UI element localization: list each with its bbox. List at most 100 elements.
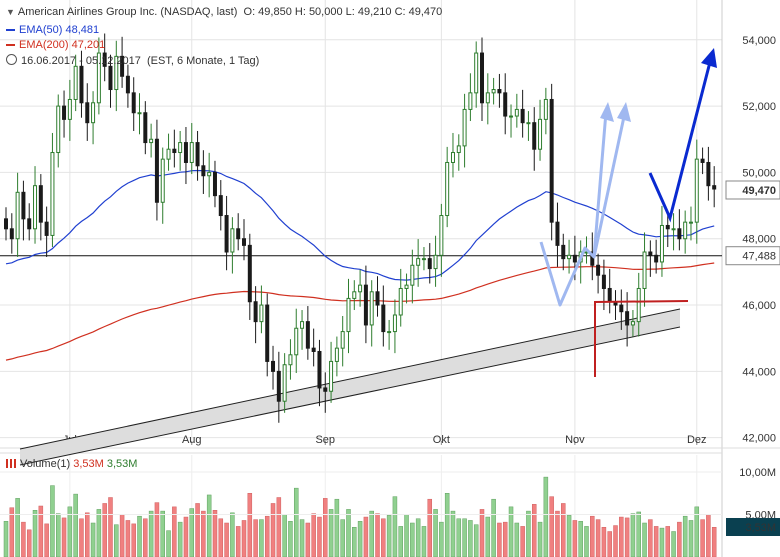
arrow-down-icon: ▼ — [6, 7, 15, 17]
candle-body — [73, 65, 78, 100]
candle-body — [242, 238, 246, 246]
candle-body — [694, 158, 699, 223]
y-tick-label: 42,000 — [742, 433, 776, 445]
candle-body — [572, 254, 577, 263]
candle-body — [195, 142, 200, 167]
volume-bar — [282, 514, 287, 557]
candle-body — [398, 287, 403, 316]
candle-body — [509, 115, 514, 118]
volume-bar — [526, 510, 531, 557]
candle-body — [38, 185, 43, 223]
volume-last-badge — [726, 517, 780, 536]
volume-bar — [61, 517, 67, 557]
volume-bar — [415, 518, 421, 557]
arrow-head-light — [600, 102, 614, 122]
ema200-swatch — [6, 44, 15, 47]
volume-bar — [38, 505, 44, 557]
volume-bar — [119, 514, 125, 557]
candle-body — [485, 92, 490, 104]
candle-body — [85, 102, 90, 124]
candle-body — [520, 108, 525, 124]
volume-bar — [114, 524, 119, 557]
candle-body — [56, 105, 61, 154]
candle-body — [265, 304, 270, 362]
volume-bar — [241, 520, 247, 557]
candle-body — [543, 98, 548, 120]
ohlc-values: O: 49,850 H: 50,000 L: 49,210 C: 49,470 — [243, 6, 443, 18]
candle-body — [305, 321, 310, 349]
candle-body — [625, 311, 630, 326]
candle-body — [410, 264, 415, 286]
range-info: (EST, 6 Monate, 1 Tag) — [147, 55, 260, 67]
candle-body — [392, 314, 397, 333]
candle-body — [555, 221, 560, 246]
volume-value-green: 3,53M — [106, 458, 138, 470]
volume-bar — [323, 498, 328, 557]
candle-body — [352, 291, 357, 299]
volume-bar — [706, 514, 711, 557]
candle-body — [387, 331, 392, 334]
volume-legend: Volume(1) 3,53M 3,53M — [6, 458, 137, 470]
volume-bar — [26, 529, 32, 557]
level-price-label: 47,488 — [742, 251, 776, 263]
volume-bar — [270, 503, 276, 557]
volume-bar — [305, 522, 311, 557]
volume-tick-label: 10,00M — [739, 467, 776, 479]
candle-body — [648, 251, 653, 256]
trend-channel-lower — [19, 326, 681, 466]
ema200-label: EMA(200) — [19, 39, 69, 51]
volume-bar — [224, 522, 229, 557]
candle-body — [683, 221, 688, 240]
candle-body — [329, 360, 334, 392]
volume-bar — [177, 521, 183, 557]
volume-bar — [346, 509, 351, 557]
candle-body — [462, 108, 467, 147]
candle-body — [340, 331, 345, 349]
volume-bar — [299, 519, 305, 557]
volume-bar — [21, 521, 26, 557]
candle-body — [427, 258, 432, 270]
volume-bar — [172, 506, 177, 557]
y-tick-label: 46,000 — [742, 300, 776, 312]
candle-body — [671, 228, 676, 231]
candle-body — [404, 284, 409, 289]
candle-body — [259, 304, 264, 323]
volume-bar — [572, 520, 578, 557]
candle-body — [677, 228, 682, 240]
volume-bar — [462, 518, 467, 557]
volume-bar — [44, 523, 49, 557]
candle-body — [62, 105, 67, 120]
last-price-badge — [725, 180, 780, 200]
candle-body — [201, 165, 206, 177]
candle-body — [450, 152, 455, 163]
volume-bar — [584, 526, 589, 557]
volume-bar — [653, 526, 659, 557]
y-tick-label: 54,000 — [742, 35, 776, 47]
volume-bar — [566, 515, 572, 557]
candle-body — [630, 321, 635, 326]
candle-body — [706, 161, 711, 187]
volume-bar — [375, 513, 380, 557]
volume-bar — [491, 498, 496, 557]
volume-bar — [410, 522, 415, 557]
candle-body — [50, 152, 55, 236]
candle-body — [665, 224, 670, 230]
candle-body — [160, 158, 165, 203]
candle-body — [700, 158, 705, 163]
candle-body — [369, 291, 374, 326]
candle-body — [659, 224, 664, 263]
volume-bar — [468, 520, 473, 557]
volume-bar — [148, 510, 154, 557]
candle-body — [125, 75, 130, 94]
candle-body — [294, 327, 299, 356]
volume-bar — [9, 507, 15, 557]
volume-bar — [137, 515, 142, 557]
volume-bar — [201, 510, 206, 557]
candle-body — [480, 52, 484, 104]
ema200-value: 47,201 — [71, 39, 106, 51]
candle-body — [526, 122, 531, 125]
candle-body — [445, 161, 450, 217]
volume-bar — [700, 519, 705, 557]
candle-body — [601, 274, 606, 289]
